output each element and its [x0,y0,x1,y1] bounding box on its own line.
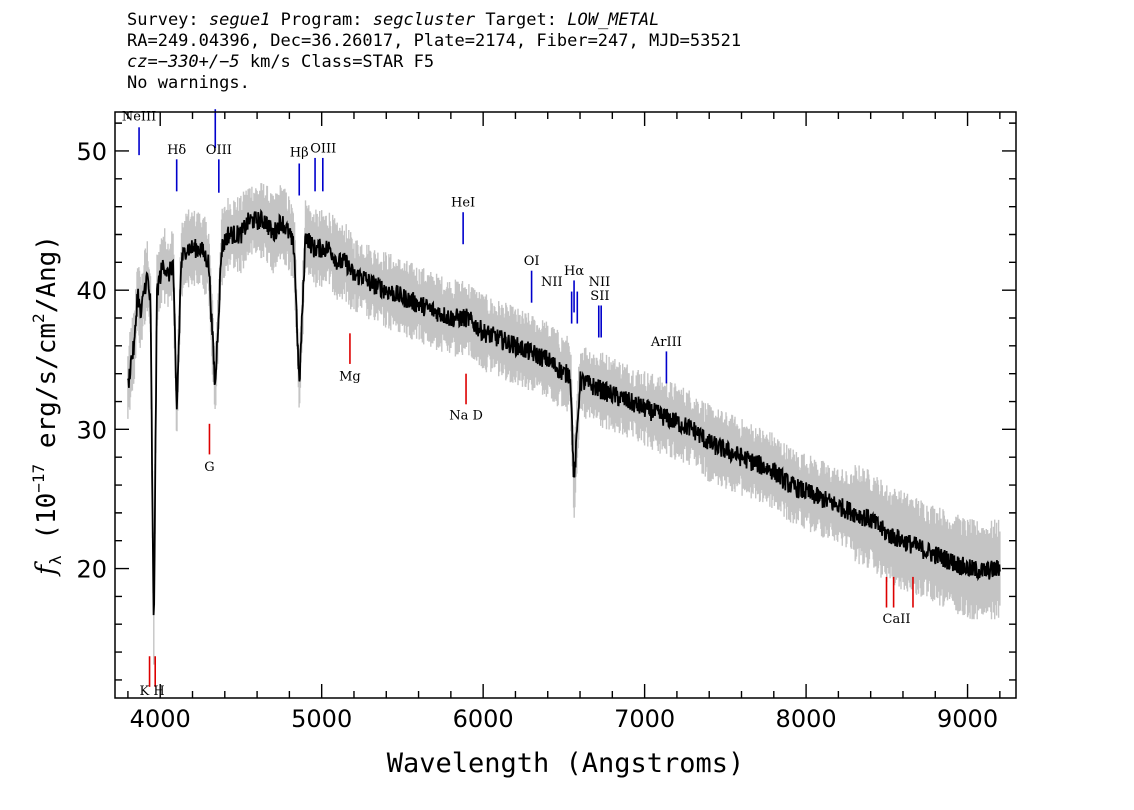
spectral-line-label-5: HeI [451,196,475,211]
cz-label: cz= [127,52,158,72]
spectral-line-label-8: Hα [564,264,584,279]
target-value: LOW_METAL [567,10,660,30]
survey-value: segue1 [208,10,271,30]
spectral-lines [138,109,914,687]
spectral-line-label-11: ArIII [650,335,682,350]
program-value: segcluster [372,10,476,30]
header-line-redshift: cz=−330+/−5 km/s Class=STAR F5 [127,52,741,73]
tick-marks [115,112,1016,698]
spectral-line-label-2: OIII [206,143,232,158]
target-label: Target: [485,10,557,30]
x-tick-label-4000: 4000 [130,705,191,733]
y-tick-label-50: 50 [76,138,107,166]
flux-series-line [127,208,1001,616]
header-line-coords: RA=249.04396, Dec=36.26017, Plate=2174, … [127,31,742,51]
x-axis-title: Wavelength (Angstroms) [387,748,745,779]
header-line-warnings: No warnings. [127,73,250,93]
error-band-path [127,183,1001,665]
spectral-line-label-12: K H [140,684,165,699]
spectral-line-label-13: G [204,460,214,475]
spectral-line-label-9: NII [589,275,611,290]
x-tick-label-9000: 9000 [937,705,998,733]
y-tick-label-20: 20 [76,556,107,584]
cz-value: −330+/−5 [157,52,240,72]
spectral-line-label-7: NII [541,275,563,290]
x-tick-label-6000: 6000 [453,705,514,733]
y-axis-title: fλ (10−17 erg/s/cm2/Ang) [29,235,65,577]
spectral-line-label-3: Hβ [290,146,309,161]
spectral-line-label-1: Hδ [167,143,186,158]
spectrum-header: Survey: segue1 Program: segcluster Targe… [127,10,741,94]
spectral-line-label-15: Na D [449,409,483,424]
series-layer [127,208,1001,616]
spectral-line-label-0: NeIII [122,109,156,124]
y-tick-label-30: 30 [76,416,107,444]
axis-ticks [115,112,1016,698]
spectral-line-label-4: OIII [310,141,336,156]
x-tick-label-7000: 7000 [614,705,675,733]
spectral-line-label-6: OI [524,254,540,269]
spectral-line-label-10: SII [590,289,609,304]
plot-frame [114,111,1017,699]
error-band [127,183,1001,665]
tick-labels: 4000 5000 6000 7000 8000 9000 20 30 40 50 [76,138,998,733]
y-tick-label-40: 40 [76,277,107,305]
x-tick-label-8000: 8000 [776,705,837,733]
x-tick-label-5000: 5000 [291,705,352,733]
program-label: Program: [280,10,363,30]
spectral-line-label-16: CaII [883,612,911,627]
spectral-line-label-14: Mg [339,370,361,385]
survey-label: Survey: [127,10,199,30]
class-text: km/s Class=STAR F5 [239,52,435,72]
header-line-survey: Survey: segue1 Program: segcluster Targe… [127,10,741,31]
